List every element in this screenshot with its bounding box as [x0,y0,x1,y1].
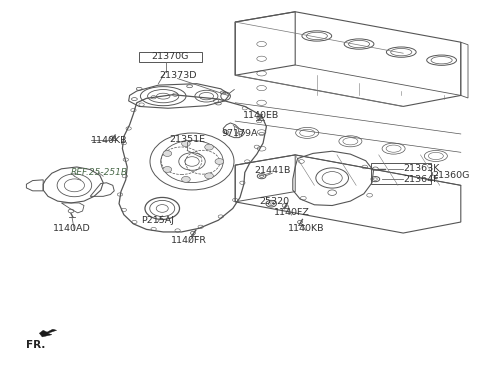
Bar [139,52,202,62]
Ellipse shape [163,167,172,172]
Ellipse shape [205,173,214,179]
Text: 25320: 25320 [260,197,289,206]
Text: FR.: FR. [26,340,46,350]
Ellipse shape [205,144,214,150]
Text: 1140EB: 1140EB [242,111,279,120]
Text: 21363K: 21363K [403,164,440,173]
Text: 21364F: 21364F [403,175,439,184]
Ellipse shape [163,150,172,156]
Bar [371,163,431,184]
Text: 21441B: 21441B [254,166,290,175]
Text: 1140FZ: 1140FZ [274,208,309,217]
Text: 1140FR: 1140FR [171,236,207,244]
Polygon shape [39,329,57,337]
Text: 21351E: 21351E [169,135,205,144]
Text: 1140KB: 1140KB [288,224,324,233]
Text: 1140KB: 1140KB [91,136,128,145]
Text: 21370G: 21370G [152,52,189,61]
Text: 1140AD: 1140AD [53,224,91,233]
Ellipse shape [215,159,224,164]
Text: P215AJ: P215AJ [141,216,174,225]
Ellipse shape [181,177,190,182]
Text: 97179A: 97179A [222,130,258,138]
Text: REF.25-251B: REF.25-251B [71,168,128,177]
Ellipse shape [181,141,190,146]
Text: 21373D: 21373D [159,72,196,80]
Text: 21360G: 21360G [432,171,469,179]
